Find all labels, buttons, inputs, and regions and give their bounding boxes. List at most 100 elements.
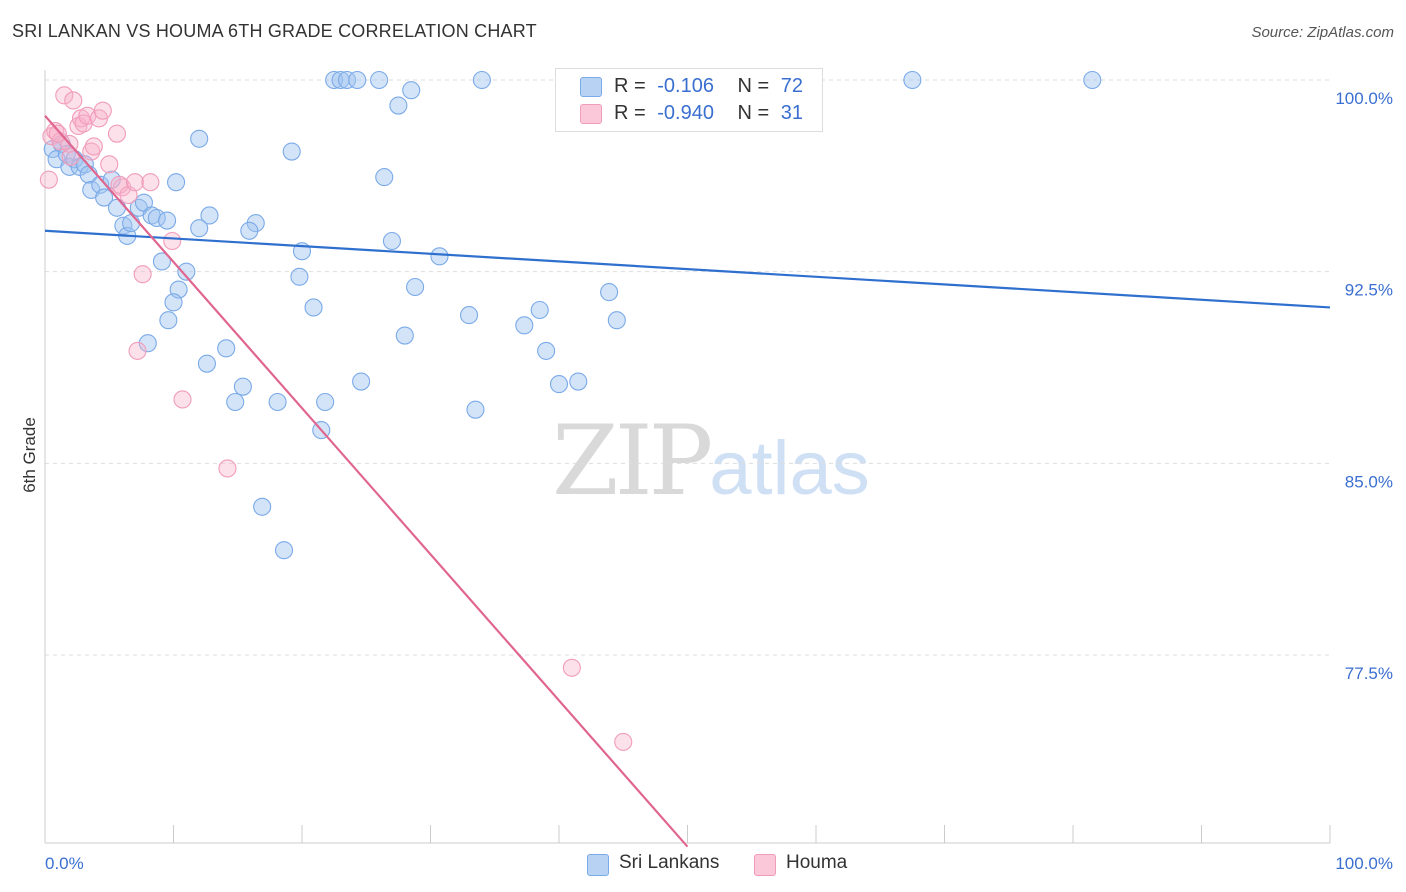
legend-swatch-houma — [580, 104, 602, 124]
sri-lankans-point — [290, 267, 309, 286]
sri-lankans-point — [159, 311, 178, 330]
sri-lankans-point — [600, 283, 619, 302]
y-axis-label: 6th Grade — [20, 417, 39, 493]
chart-title: SRI LANKAN VS HOUMA 6TH GRADE CORRELATIO… — [12, 21, 537, 41]
source-label: Source: ZipAtlas.com — [1251, 24, 1394, 41]
sri-lankans-trendline — [44, 229, 1331, 309]
houma-point — [218, 459, 237, 478]
r-value: -0.940 — [657, 102, 714, 124]
y-tick-label: 77.5% — [1345, 664, 1393, 683]
stats-legend: R = -0.106 N = 72 R = -0.940 N = 31 — [555, 68, 823, 132]
sri-lankans-point — [226, 392, 245, 412]
sri-lankans-point — [466, 400, 485, 419]
r-value: -0.106 — [657, 75, 714, 97]
sri-lankans-point — [316, 392, 335, 412]
houma-point — [614, 732, 633, 751]
houma-point — [48, 124, 67, 143]
sri-lankans-point — [607, 311, 626, 330]
sri-lankans-point — [253, 497, 272, 516]
sri-lankans-point — [282, 142, 301, 161]
houma-trendline — [44, 115, 689, 848]
sri-lankans-point — [233, 377, 252, 396]
watermark-atlas: atlas — [709, 426, 870, 511]
legend-label-sri-lankans: Sri Lankans — [619, 852, 720, 873]
sri-lankans-point — [903, 70, 922, 90]
sri-lankans-point — [370, 70, 389, 90]
houma-point — [107, 124, 127, 143]
n-label: N = — [737, 102, 770, 124]
sri-lankans-point — [459, 306, 479, 325]
sri-lankans-point — [395, 326, 414, 345]
sri-lankans-point — [375, 168, 394, 187]
sri-lankans-point — [274, 541, 294, 560]
houma-point — [173, 390, 192, 409]
watermark: ZIPatlas — [552, 405, 870, 517]
houma-point — [82, 142, 101, 161]
sri-lankans-point — [177, 262, 196, 281]
houma-point — [93, 101, 112, 120]
houma-point — [61, 147, 80, 166]
sri-lankans-point — [200, 206, 219, 225]
sri-lankans-point — [158, 211, 177, 230]
sri-lankans-point — [402, 81, 421, 100]
houma-point — [46, 122, 65, 141]
sri-lankans-point — [138, 334, 157, 353]
sri-lankans-point — [472, 70, 491, 90]
sri-lankans-point — [515, 316, 534, 335]
houma-point — [562, 658, 581, 677]
sri-lankans-point — [430, 247, 449, 266]
houma-point — [55, 86, 74, 105]
houma-point — [125, 173, 144, 192]
x-tick-label: 100.0% — [1335, 854, 1393, 873]
sri-lankans-point — [537, 341, 556, 360]
n-value: 31 — [780, 102, 804, 124]
sri-lankans-point — [167, 173, 186, 192]
series-legend: Sri Lankans Houma — [0, 852, 1406, 878]
legend-label-houma: Houma — [786, 852, 848, 873]
r-label: R = — [614, 102, 646, 124]
watermark-zip: ZIP — [552, 405, 713, 517]
houma-point — [110, 175, 129, 194]
r-label: R = — [614, 75, 646, 97]
legend-swatch-sri-lankans — [587, 854, 609, 876]
n-value: 72 — [780, 75, 804, 97]
y-tick-label: 92.5% — [1345, 281, 1393, 300]
sri-lankans-point — [152, 252, 171, 271]
sri-lankans-point — [352, 372, 371, 391]
x-tick-label: 0.0% — [45, 854, 84, 873]
houma-point — [39, 170, 58, 189]
sri-lankans-point — [240, 221, 259, 240]
sri-lankans-point — [304, 298, 323, 317]
houma-point — [64, 91, 83, 110]
sri-lankans-point — [217, 339, 236, 358]
sri-lankans-point — [348, 70, 367, 90]
houma-point — [100, 155, 119, 174]
sri-lankans-point — [190, 129, 209, 148]
houma-point — [128, 341, 147, 360]
sri-lankans-point — [122, 214, 141, 233]
sri-lankans-point — [389, 96, 408, 115]
sri-lankans-point — [382, 231, 402, 251]
sri-lankans-point — [95, 188, 114, 207]
n-label: N = — [737, 75, 770, 97]
sri-lankans-point — [164, 293, 183, 312]
sri-lankans-point — [325, 70, 344, 90]
sri-lankans-point — [268, 392, 287, 412]
sri-lankans-point — [1083, 70, 1102, 90]
y-tick-label: 100.0% — [1335, 89, 1393, 108]
sri-lankans-point — [147, 208, 166, 228]
sri-lankans-point — [406, 277, 425, 297]
sri-lankans-point — [569, 372, 588, 391]
legend-swatch-houma — [754, 854, 776, 876]
sri-lankans-point — [190, 219, 209, 238]
sri-lankans-point — [549, 375, 569, 394]
houma-point — [141, 173, 160, 192]
sri-lankans-point — [246, 214, 265, 233]
sri-lankans-point — [337, 70, 357, 90]
houma-point — [84, 137, 103, 156]
houma-point — [163, 231, 182, 251]
houma-point — [133, 265, 152, 284]
sri-lankans-point — [530, 300, 549, 320]
sri-lankans-point — [197, 354, 216, 373]
